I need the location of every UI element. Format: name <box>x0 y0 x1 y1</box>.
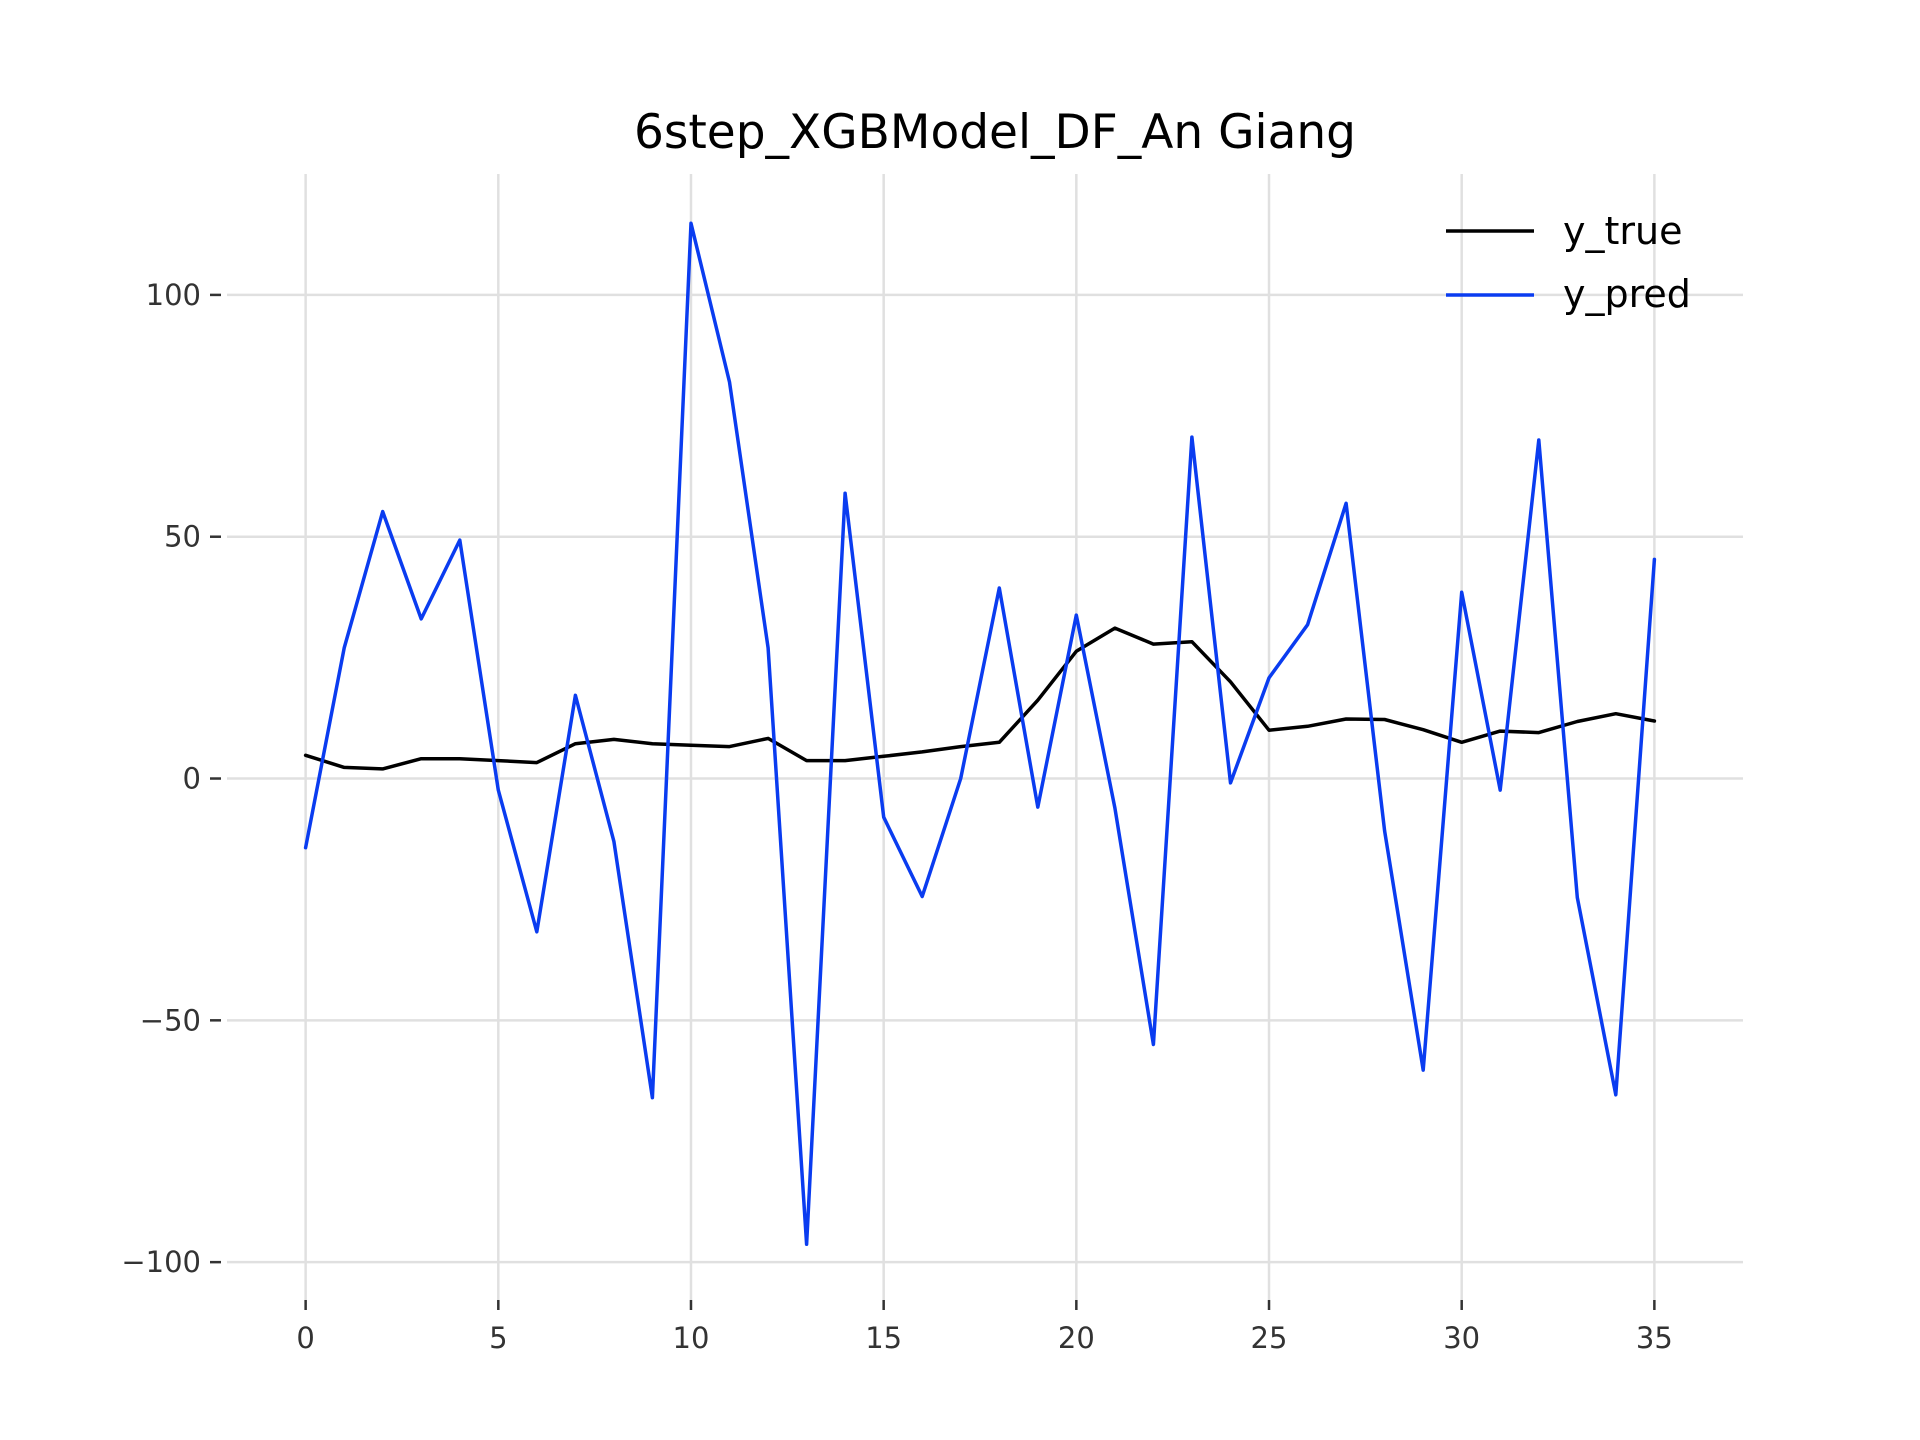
legend: y_true y_pred <box>1446 209 1691 316</box>
x-tick-label: 35 <box>1636 1321 1673 1355</box>
y-tick-label: 0 <box>183 762 201 796</box>
legend-label-y-pred: y_pred <box>1563 272 1691 316</box>
x-tick-label: 10 <box>673 1321 710 1355</box>
chart-title: 6step_XGBModel_DF_An Giang <box>634 105 1356 160</box>
x-axis: 0 5 10 15 20 25 30 35 <box>296 1300 1673 1355</box>
y-tick-label: 100 <box>146 278 201 312</box>
y-tick-label: −100 <box>121 1245 201 1279</box>
series-layer <box>303 221 1657 1247</box>
x-tick-label: 0 <box>296 1321 314 1355</box>
x-tick-label: 30 <box>1443 1321 1480 1355</box>
x-tick-label: 5 <box>489 1321 507 1355</box>
y-axis: −100 −50 0 50 100 <box>121 278 221 1279</box>
x-tick-label: 15 <box>865 1321 902 1355</box>
series-line-y-true <box>303 626 1657 771</box>
y-tick-label: 50 <box>164 520 201 554</box>
legend-label-y-true: y_true <box>1563 209 1682 253</box>
y-tick-label: −50 <box>140 1003 201 1037</box>
grid <box>227 174 1743 1300</box>
series-line-y-pred <box>303 221 1657 1247</box>
x-tick-label: 25 <box>1251 1321 1288 1355</box>
x-tick-label: 20 <box>1058 1321 1095 1355</box>
